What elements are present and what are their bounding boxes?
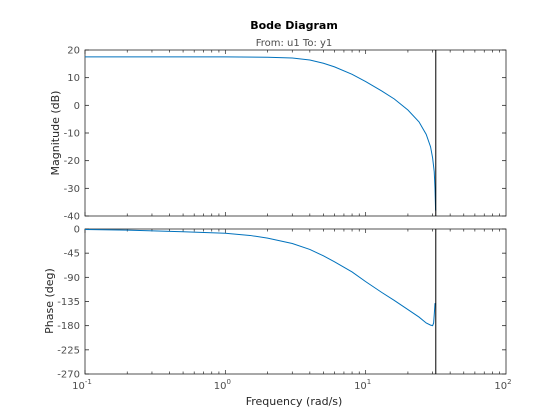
phase-series-line [84, 229, 436, 327]
x-tick-label: 102 [494, 378, 511, 392]
magnitude-y-tick-label: -40 [64, 212, 80, 223]
magnitude-y-label: Magnitude (dB) [49, 91, 62, 176]
magnitude-y-tick-label: 0 [74, 101, 80, 112]
phase-y-ticks: 0 -45 -90 -135 -180 -225 -270 [57, 225, 506, 381]
magnitude-x-tick-marks [84, 50, 500, 216]
magnitude-y-tick-label: -30 [64, 184, 80, 195]
phase-panel: 0 -45 -90 -135 -180 -225 -270 Phase (deg) [43, 225, 507, 381]
x-tick-base: 10 [72, 381, 85, 392]
phase-y-tick-label: -90 [64, 273, 80, 284]
magnitude-y-tick-label: 10 [67, 73, 80, 84]
magnitude-y-tick-label: -10 [64, 129, 80, 140]
phase-y-tick-label: 0 [74, 225, 80, 236]
phase-x-tick-marks [84, 229, 500, 374]
magnitude-y-tick-label: 20 [67, 46, 80, 57]
x-tick-base: 10 [354, 381, 367, 392]
x-tick-label: 10-1 [72, 378, 92, 392]
phase-axes-box [84, 228, 507, 375]
x-tick-label: 101 [354, 378, 371, 392]
x-axis-label: Frequency (rad/s) [246, 395, 343, 408]
phase-y-tick-label: -45 [64, 249, 80, 260]
phase-y-tick-label: -180 [57, 321, 80, 332]
phase-y-tick-label: -225 [57, 345, 80, 356]
magnitude-series-line [85, 56, 437, 211]
x-tick-exponent: 0 [226, 378, 230, 386]
x-tick-exponent: 1 [367, 378, 371, 386]
magnitude-panel: 20 10 0 -10 -20 -30 -40 Magnitude (dB) [49, 46, 507, 223]
magnitude-y-ticks: 20 10 0 -10 -20 -30 -40 [64, 46, 506, 223]
x-tick-label: 100 [214, 378, 231, 392]
x-tick-exponent: 2 [507, 378, 511, 386]
x-tick-exponent: -1 [85, 378, 92, 386]
magnitude-y-tick-label: -20 [64, 156, 80, 167]
chart-title: Bode Diagram [250, 19, 338, 32]
phase-y-label: Phase (deg) [43, 268, 56, 334]
x-tick-base: 10 [214, 381, 227, 392]
phase-y-tick-label: -270 [57, 370, 80, 381]
chart-subtitle: From: u1 To: y1 [256, 38, 333, 49]
phase-y-tick-label: -135 [57, 297, 80, 308]
magnitude-axes-box [84, 49, 507, 217]
x-tick-base: 10 [494, 381, 507, 392]
x-tick-labels: 10-1 100 101 102 [72, 378, 511, 392]
